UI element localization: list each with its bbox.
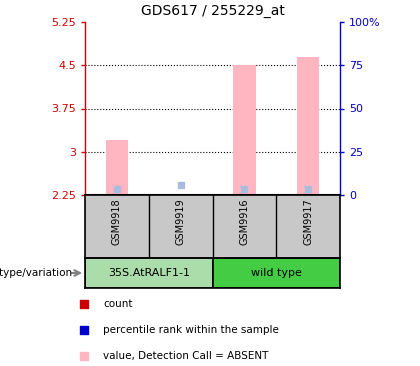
Point (81, 302, 88, 307)
Title: GDS617 / 255229_at: GDS617 / 255229_at (141, 4, 284, 18)
Text: GSM9917: GSM9917 (303, 198, 313, 245)
Point (241, 186, 248, 192)
Text: 35S.AtRALF1-1: 35S.AtRALF1-1 (108, 268, 190, 278)
Point (177, 182, 184, 188)
Point (305, 186, 312, 192)
Text: GSM9918: GSM9918 (112, 198, 122, 245)
Point (81, 353, 88, 359)
Text: GSM9919: GSM9919 (176, 198, 186, 245)
Text: count: count (103, 299, 133, 310)
Bar (297, 57, 319, 195)
Text: percentile rank within the sample: percentile rank within the sample (103, 325, 279, 335)
Bar (85, 258, 213, 288)
Bar (106, 140, 128, 195)
Text: GSM9916: GSM9916 (239, 198, 249, 245)
Text: wild type: wild type (251, 268, 302, 278)
Bar (233, 65, 255, 195)
Text: genotype/variation: genotype/variation (0, 268, 72, 278)
Point (81, 327, 88, 333)
Point (113, 186, 120, 192)
Text: value, Detection Call = ABSENT: value, Detection Call = ABSENT (103, 351, 269, 361)
Bar (213, 258, 340, 288)
